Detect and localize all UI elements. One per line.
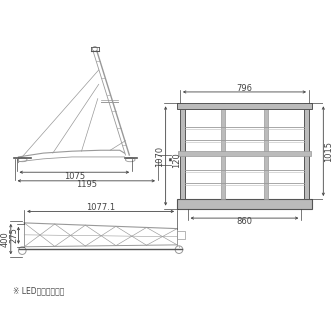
Bar xyxy=(177,104,312,109)
Text: 796: 796 xyxy=(236,84,252,93)
Text: 1195: 1195 xyxy=(76,180,97,189)
Text: 1077.1: 1077.1 xyxy=(86,203,115,212)
Bar xyxy=(180,104,185,199)
Bar xyxy=(178,151,311,156)
Text: 1070: 1070 xyxy=(156,146,165,166)
Bar xyxy=(221,104,225,199)
FancyBboxPatch shape xyxy=(177,199,312,209)
Text: 1075: 1075 xyxy=(64,172,85,181)
Text: 1015: 1015 xyxy=(325,141,333,162)
Text: ※ LED矢印板を除く: ※ LED矢印板を除く xyxy=(13,286,64,295)
Bar xyxy=(177,231,185,239)
Bar xyxy=(264,104,268,199)
Text: 400: 400 xyxy=(1,231,10,247)
Bar xyxy=(304,104,309,199)
Text: 120: 120 xyxy=(172,152,181,168)
Text: 275: 275 xyxy=(9,227,18,243)
Text: 860: 860 xyxy=(236,217,252,226)
